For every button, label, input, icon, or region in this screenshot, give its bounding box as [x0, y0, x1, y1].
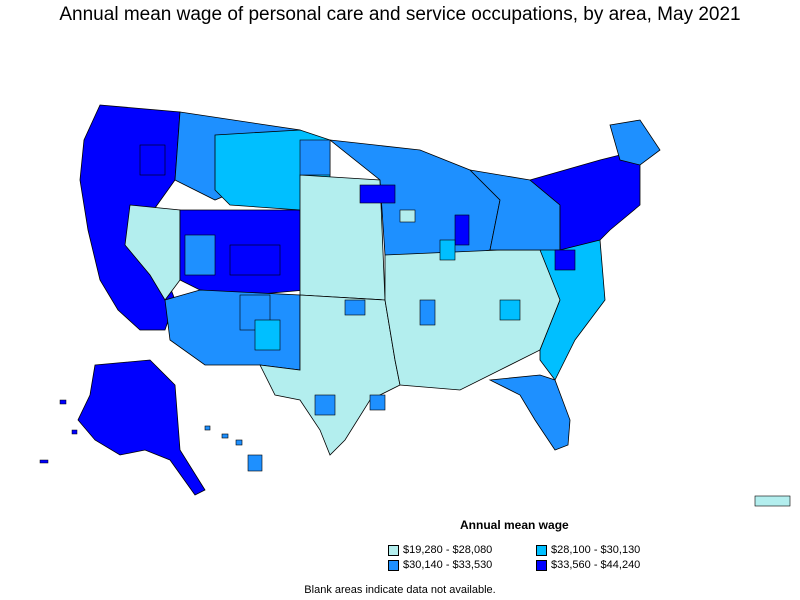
metro-area — [344, 299, 366, 316]
hawaii-island — [204, 425, 211, 431]
legend-grid: $19,280 - $28,080 $28,100 - $30,130 $30,… — [388, 544, 680, 571]
metro-area — [314, 394, 336, 416]
legend-item-tier2: $28,100 - $30,130 — [536, 544, 686, 556]
legend-label: $28,100 - $30,130 — [551, 544, 641, 556]
island — [39, 459, 49, 464]
metro-area — [139, 144, 166, 176]
region-northeast — [529, 149, 641, 251]
metro-area — [399, 209, 416, 223]
metro-areas — [139, 139, 576, 416]
island — [59, 399, 67, 405]
legend-item-tier1: $19,280 - $28,080 — [388, 544, 536, 556]
metro-area — [454, 214, 470, 246]
hawaii-island — [247, 454, 263, 472]
region-south-central — [384, 249, 561, 391]
metro-area — [554, 249, 576, 271]
legend-label: $30,140 - $33,530 — [403, 559, 493, 571]
region-florida — [488, 374, 571, 451]
region-puerto-rico — [754, 495, 791, 507]
metro-area — [369, 394, 386, 411]
metro-area — [359, 184, 396, 204]
region-hawaii — [204, 425, 263, 472]
legend-label: $33,560 - $44,240 — [551, 559, 641, 571]
legend-swatch — [388, 559, 399, 571]
region-alaska — [77, 359, 206, 496]
legend: Annual mean wage $19,280 - $28,080 $28,1… — [380, 518, 680, 571]
hawaii-island — [235, 439, 243, 446]
metro-area — [439, 239, 456, 261]
legend-item-tier4: $33,560 - $44,240 — [536, 559, 686, 571]
legend-item-tier3: $30,140 - $33,530 — [388, 559, 536, 571]
legend-swatch — [536, 544, 547, 556]
footnote: Blank areas indicate data not available. — [304, 584, 496, 596]
metro-area — [419, 299, 436, 326]
legend-title: Annual mean wage — [460, 518, 569, 532]
legend-label: $19,280 - $28,080 — [403, 544, 493, 556]
island — [71, 429, 78, 435]
legend-swatch — [388, 544, 399, 556]
metro-area — [184, 234, 216, 276]
region-maine — [609, 119, 661, 166]
metro-area — [254, 319, 281, 351]
metro-area — [299, 139, 331, 176]
map-title: Annual mean wage of personal care and se… — [59, 4, 741, 25]
legend-swatch — [536, 559, 547, 571]
metro-area — [499, 299, 521, 321]
alaska-islands — [39, 399, 78, 464]
metro-area — [229, 244, 281, 276]
hawaii-island — [221, 433, 229, 439]
